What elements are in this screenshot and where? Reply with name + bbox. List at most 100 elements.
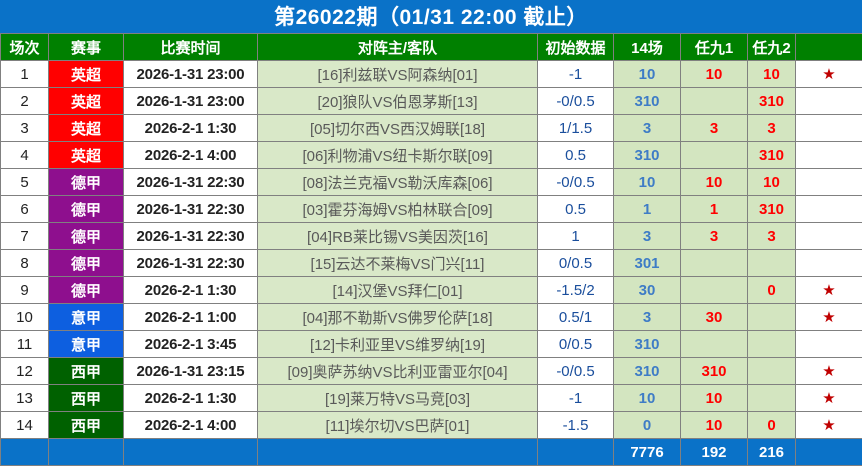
cell-league[interactable]: 西甲 — [49, 385, 124, 412]
cell-14-forecast[interactable]: 310 — [614, 88, 681, 115]
cell-14-forecast[interactable]: 0 — [614, 412, 681, 439]
cell-teams[interactable]: [06]利物浦VS纽卡斯尔联[09] — [258, 142, 538, 169]
cell-14-forecast[interactable]: 30 — [614, 277, 681, 304]
cell-14-forecast[interactable]: 301 — [614, 250, 681, 277]
cell-r9-2-forecast[interactable]: 310 — [748, 88, 796, 115]
cell-r9-2-forecast[interactable] — [748, 250, 796, 277]
cell-14-forecast[interactable]: 10 — [614, 169, 681, 196]
cell-r9-2-forecast[interactable]: 310 — [748, 196, 796, 223]
cell-teams[interactable]: [20]狼队VS伯恩茅斯[13] — [258, 88, 538, 115]
cell-match-no: 9 — [1, 277, 49, 304]
cell-r9-2-forecast[interactable]: 0 — [748, 412, 796, 439]
cell-teams[interactable]: [16]利兹联VS阿森纳[01] — [258, 61, 538, 88]
cell-14-forecast[interactable]: 310 — [614, 331, 681, 358]
cell-14-forecast[interactable]: 1 — [614, 196, 681, 223]
cell-teams[interactable]: [03]霍芬海姆VS柏林联合[09] — [258, 196, 538, 223]
cell-14-forecast[interactable]: 10 — [614, 385, 681, 412]
cell-r9-1-forecast[interactable] — [681, 331, 748, 358]
cell-r9-1-forecast[interactable] — [681, 142, 748, 169]
column-header-time[interactable]: 比赛时间 — [124, 34, 258, 61]
cell-league[interactable]: 英超 — [49, 61, 124, 88]
cell-teams[interactable]: [15]云达不莱梅VS门兴[11] — [258, 250, 538, 277]
cell-league[interactable]: 德甲 — [49, 250, 124, 277]
cell-r9-2-forecast[interactable]: 310 — [748, 142, 796, 169]
cell-r9-2-forecast[interactable]: 10 — [748, 61, 796, 88]
cell-r9-2-forecast[interactable]: 0 — [748, 277, 796, 304]
column-header-league[interactable]: 赛事 — [49, 34, 124, 61]
cell-r9-1-forecast[interactable]: 10 — [681, 61, 748, 88]
cell-teams[interactable]: [04]那不勒斯VS佛罗伦萨[18] — [258, 304, 538, 331]
cell-r9-2-forecast[interactable] — [748, 331, 796, 358]
cell-league[interactable]: 西甲 — [49, 412, 124, 439]
cell-league[interactable]: 英超 — [49, 115, 124, 142]
column-header-match[interactable]: 对阵主/客队 — [258, 34, 538, 61]
page-title: 第26022期（01/31 22:00 截止） — [0, 0, 862, 33]
column-header-no[interactable]: 场次 — [1, 34, 49, 61]
cell-r9-2-forecast[interactable] — [748, 304, 796, 331]
cell-teams[interactable]: [12]卡利亚里VS维罗纳[19] — [258, 331, 538, 358]
cell-league[interactable]: 德甲 — [49, 196, 124, 223]
cell-14-forecast[interactable]: 3 — [614, 304, 681, 331]
cell-teams[interactable]: [09]奥萨苏纳VS比利亚雷亚尔[04] — [258, 358, 538, 385]
cell-14-forecast[interactable]: 3 — [614, 115, 681, 142]
cell-teams[interactable]: [05]切尔西VS西汉姆联[18] — [258, 115, 538, 142]
cell-r9-1-forecast[interactable]: 310 — [681, 358, 748, 385]
cell-r9-1-forecast[interactable]: 10 — [681, 385, 748, 412]
cell-r9-1-forecast[interactable] — [681, 250, 748, 277]
cell-league[interactable]: 德甲 — [49, 169, 124, 196]
cell-teams[interactable]: [11]埃尔切VS巴萨[01] — [258, 412, 538, 439]
cell-league[interactable]: 意甲 — [49, 331, 124, 358]
cell-league[interactable]: 意甲 — [49, 304, 124, 331]
cell-14-forecast[interactable]: 310 — [614, 142, 681, 169]
cell-league[interactable]: 德甲 — [49, 277, 124, 304]
column-header-14[interactable]: 14场 — [614, 34, 681, 61]
cell-r9-2-forecast[interactable] — [748, 358, 796, 385]
cell-r9-1-forecast[interactable]: 10 — [681, 412, 748, 439]
cell-14-forecast[interactable]: 10 — [614, 61, 681, 88]
column-header-r92[interactable]: 任九2 — [748, 34, 796, 61]
cell-14-forecast[interactable]: 310 — [614, 358, 681, 385]
cell-r9-2-forecast[interactable]: 3 — [748, 223, 796, 250]
cell-r9-1-forecast[interactable]: 3 — [681, 115, 748, 142]
column-header-star[interactable] — [796, 34, 862, 61]
cell-r9-1-forecast[interactable]: 3 — [681, 223, 748, 250]
cell-r9-2-forecast[interactable]: 10 — [748, 169, 796, 196]
cell-teams[interactable]: [19]莱万特VS马竞[03] — [258, 385, 538, 412]
cell-teams[interactable]: [04]RB莱比锡VS美因茨[16] — [258, 223, 538, 250]
cell-14-forecast[interactable]: 3 — [614, 223, 681, 250]
cell-r9-2-forecast[interactable] — [748, 385, 796, 412]
cell-r9-1-forecast[interactable] — [681, 88, 748, 115]
cell-match-no: 10 — [1, 304, 49, 331]
cell-r9-2-forecast[interactable]: 3 — [748, 115, 796, 142]
cell-league[interactable]: 西甲 — [49, 358, 124, 385]
cell-initial-odds: 0.5/1 — [538, 304, 614, 331]
cell-r9-1-forecast[interactable]: 30 — [681, 304, 748, 331]
cell-league[interactable]: 英超 — [49, 88, 124, 115]
cell-league[interactable]: 德甲 — [49, 223, 124, 250]
cell-star-marker — [796, 331, 862, 358]
cell-teams[interactable]: [08]法兰克福VS勒沃库森[06] — [258, 169, 538, 196]
column-header-odds[interactable]: 初始数据 — [538, 34, 614, 61]
cell-r9-1-forecast[interactable]: 1 — [681, 196, 748, 223]
cell-r9-1-forecast[interactable] — [681, 277, 748, 304]
cell-match-no: 1 — [1, 61, 49, 88]
lottery-forecast-page: 第26022期（01/31 22:00 截止） 场次 赛事 比赛时间 对阵主/客… — [0, 0, 862, 455]
cell-league[interactable]: 英超 — [49, 142, 124, 169]
cell-r9-1-forecast[interactable]: 10 — [681, 169, 748, 196]
column-header-r91[interactable]: 任九1 — [681, 34, 748, 61]
cell-teams[interactable]: [14]汉堡VS拜仁[01] — [258, 277, 538, 304]
